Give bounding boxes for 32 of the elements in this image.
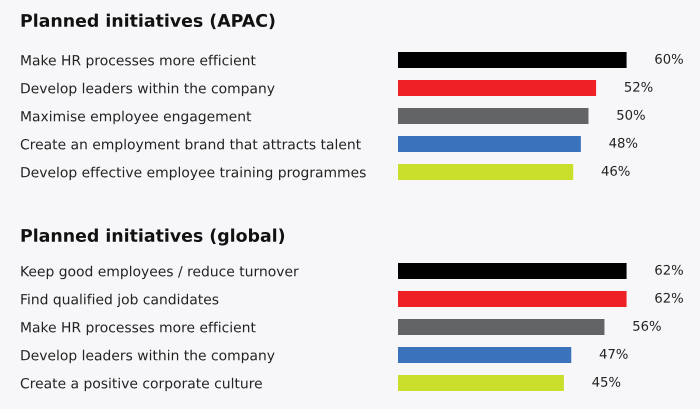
bar [398, 136, 581, 152]
bar [398, 375, 564, 391]
bar [398, 52, 627, 68]
data-label: 52% [624, 82, 652, 92]
y-tick-label: Keep good employees / reduce turnover [21, 266, 299, 280]
data-label: 47% [600, 348, 628, 359]
bar [398, 347, 572, 363]
bar [398, 164, 574, 180]
data-label: 48% [609, 138, 638, 148]
bar [398, 319, 604, 335]
data-label: 46% [602, 166, 630, 176]
y-tick-label: Develop leaders within the company [21, 350, 275, 364]
y-tick-label: Make HR processes more efficient [21, 322, 256, 336]
y-tick-label: Develop effective employee training programmes [21, 166, 366, 180]
data-label: 45% [592, 376, 620, 387]
data-label: 62% [655, 264, 683, 275]
y-tick-label: Maximise employee engagement [21, 110, 252, 124]
data-label: 56% [633, 320, 661, 331]
text: Planned initiatives (global) [22, 228, 284, 246]
text: Planned initiatives (APAC) [22, 14, 274, 30]
bar [398, 108, 588, 124]
bar [398, 80, 596, 96]
y-tick-label: Make HR processes more efficient [21, 54, 256, 68]
bar [398, 263, 627, 279]
data-label: 50% [617, 110, 645, 120]
y-tick-label: Develop leaders within the company [21, 82, 275, 96]
y-tick-label: Create a positive corporate culture [20, 378, 262, 392]
y-tick-label: Find qualified job candidates [21, 294, 218, 308]
data-label: 60% [655, 54, 683, 64]
y-tick-label: Create an employment brand that attracts talent [20, 138, 361, 152]
bar [398, 291, 627, 307]
data-label: 62% [655, 292, 683, 303]
